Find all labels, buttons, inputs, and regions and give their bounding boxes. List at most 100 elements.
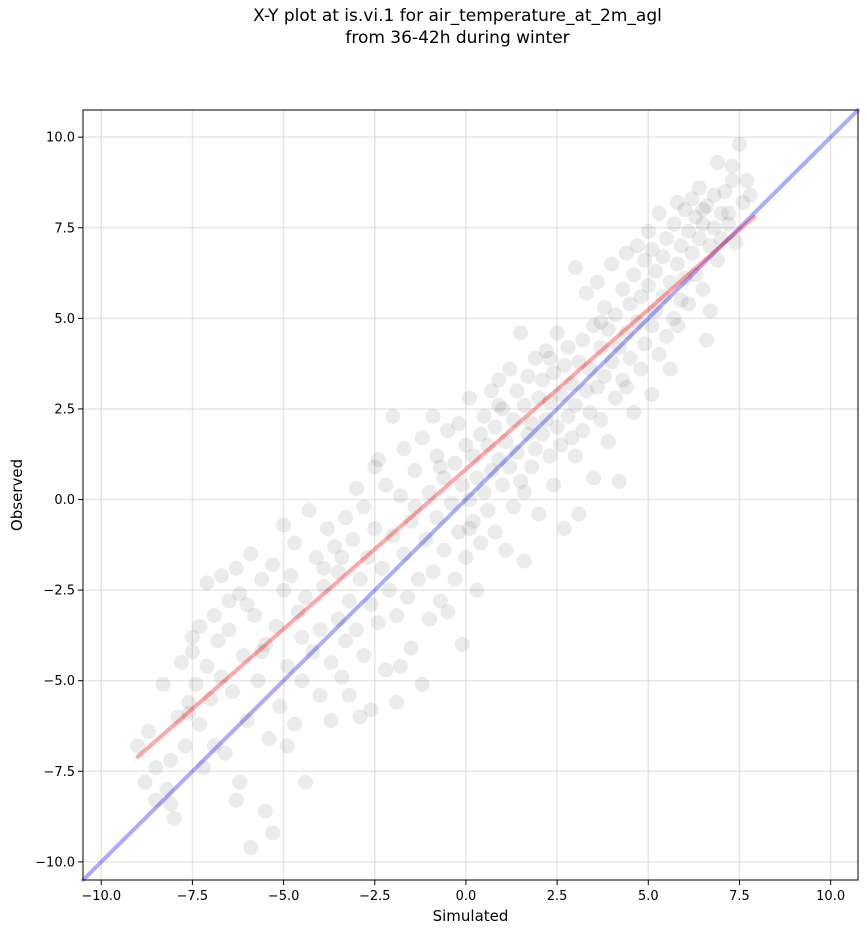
data-point [535, 426, 551, 442]
data-point [276, 517, 292, 533]
data-point [370, 452, 386, 468]
data-point [659, 328, 675, 344]
data-point [378, 477, 394, 493]
data-point [272, 698, 288, 714]
data-point [476, 484, 492, 500]
data-point [626, 405, 642, 421]
data-point [443, 495, 459, 511]
data-point [607, 390, 623, 406]
data-point [425, 408, 441, 424]
data-point [513, 325, 529, 341]
data-point [520, 368, 536, 384]
data-point [279, 738, 295, 754]
data-point [403, 640, 419, 656]
data-point [173, 655, 189, 671]
data-point [618, 379, 634, 395]
data-point [542, 350, 558, 366]
data-point [458, 437, 474, 453]
data-point [604, 354, 620, 370]
x-tick-label: −2.5 [359, 889, 391, 904]
data-point [356, 647, 372, 663]
data-point [637, 252, 653, 268]
data-point [305, 644, 321, 660]
data-point [338, 510, 354, 526]
y-tick-label: 7.5 [54, 221, 75, 236]
data-point [659, 231, 675, 247]
x-tick-label: −7.5 [177, 889, 209, 904]
data-point [297, 774, 313, 790]
data-point [148, 760, 164, 776]
x-tick-label: 2.5 [547, 889, 568, 904]
data-point [363, 597, 379, 613]
data-point [432, 459, 448, 475]
data-point [407, 499, 423, 515]
data-point [254, 571, 270, 587]
data-point [297, 589, 313, 605]
data-point [436, 470, 452, 486]
x-tick-label: 0.0 [456, 889, 477, 904]
data-point [498, 542, 514, 558]
data-point [607, 307, 623, 323]
data-point [239, 713, 255, 729]
data-point [637, 336, 653, 352]
data-point [717, 184, 733, 200]
data-point [531, 506, 547, 522]
data-point [199, 575, 215, 591]
data-point [567, 448, 583, 464]
data-point [524, 459, 540, 475]
x-tick-label: 10.0 [816, 889, 845, 904]
data-point [469, 582, 485, 598]
data-point [214, 568, 230, 584]
y-tick-label: −7.5 [43, 765, 75, 780]
data-point [502, 361, 518, 377]
data-point [323, 655, 339, 671]
data-point [622, 350, 638, 366]
data-point [425, 564, 441, 580]
data-point [316, 578, 332, 594]
data-point [615, 281, 631, 297]
data-point [345, 531, 361, 547]
data-point [276, 582, 292, 598]
data-point [462, 390, 478, 406]
data-point [710, 155, 726, 171]
data-point [629, 314, 645, 330]
data-point [473, 426, 489, 442]
data-point [465, 448, 481, 464]
data-point [684, 191, 700, 207]
data-point [195, 760, 211, 776]
data-point [713, 231, 729, 247]
data-point [553, 437, 569, 453]
data-point [673, 238, 689, 254]
data-point [334, 669, 350, 685]
y-tick-label: 2.5 [54, 402, 75, 417]
data-point [148, 792, 164, 808]
data-point [680, 296, 696, 312]
data-point [648, 263, 664, 279]
data-point [524, 415, 540, 431]
data-point [721, 205, 737, 221]
data-point [699, 332, 715, 348]
data-point [669, 256, 685, 272]
data-point [389, 694, 405, 710]
data-point [137, 774, 153, 790]
data-point [421, 484, 437, 500]
data-point [706, 220, 722, 236]
data-point [225, 684, 241, 700]
data-point [735, 194, 751, 210]
data-point [582, 361, 598, 377]
data-point [363, 702, 379, 718]
data-point [724, 173, 740, 189]
data-point [666, 310, 682, 326]
data-point [651, 205, 667, 221]
data-point [695, 216, 711, 232]
data-point [279, 658, 295, 674]
data-point [611, 473, 627, 489]
data-point [480, 502, 496, 518]
data-point [407, 463, 423, 479]
data-point [626, 267, 642, 283]
data-point [221, 593, 237, 609]
data-point [542, 448, 558, 464]
data-point [141, 723, 157, 739]
data-point [549, 419, 565, 435]
